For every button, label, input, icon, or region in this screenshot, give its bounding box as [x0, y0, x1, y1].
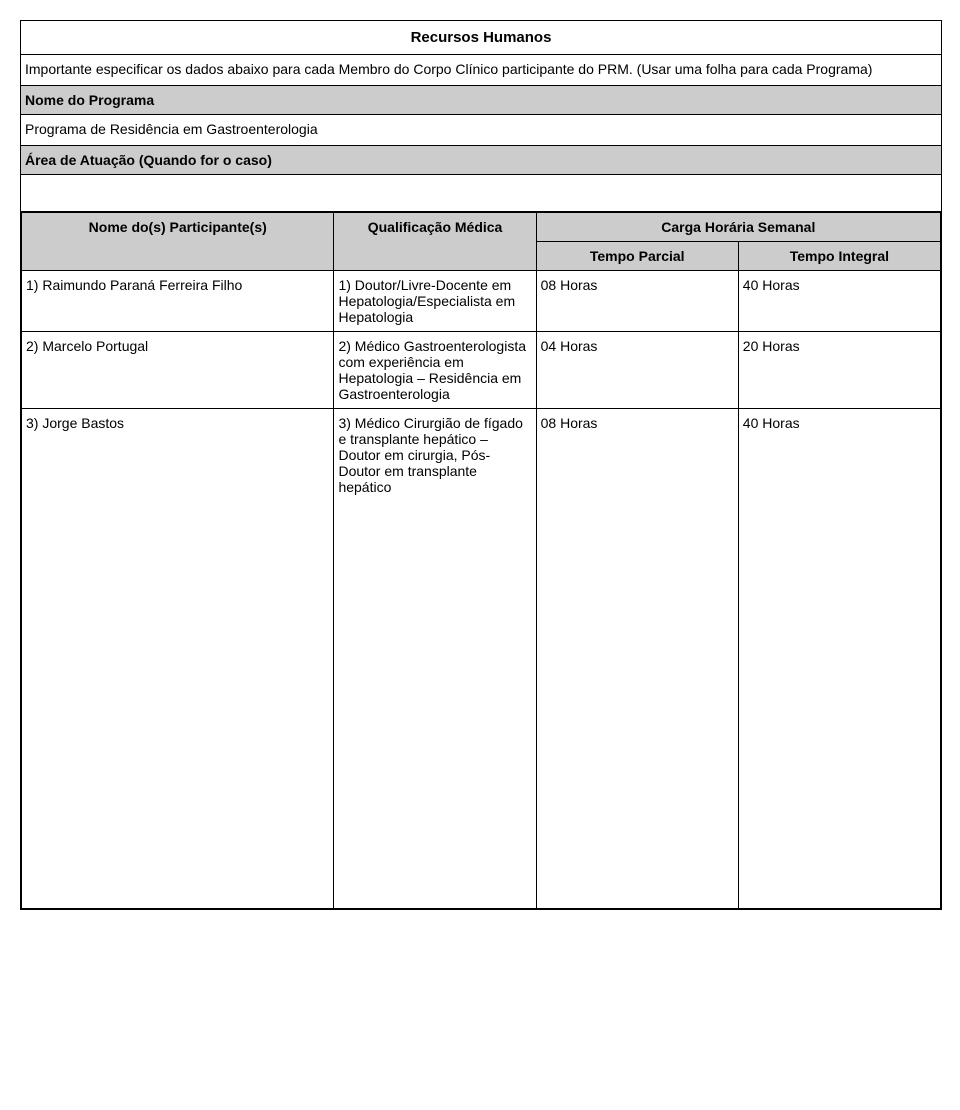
cell-nome: 3) Jorge Bastos: [22, 409, 334, 909]
page-title: Recursos Humanos: [21, 21, 941, 55]
th-qualificacao: Qualificação Médica: [334, 213, 536, 271]
cell-parcial: 04 Horas: [536, 332, 738, 409]
document-container: Recursos Humanos Importante especificar …: [20, 20, 942, 910]
cell-qual: 2) Médico Gastroenterologista com experi…: [334, 332, 536, 409]
cell-parcial: 08 Horas: [536, 271, 738, 332]
table-row: 1) Raimundo Paraná Ferreira Filho 1) Dou…: [22, 271, 941, 332]
cell-qual: 3) Médico Cirurgião de fígado e transpla…: [334, 409, 536, 909]
participants-table: Nome do(s) Participante(s) Qualificação …: [21, 212, 941, 909]
table-row: 2) Marcelo Portugal 2) Médico Gastroente…: [22, 332, 941, 409]
th-parcial: Tempo Parcial: [536, 242, 738, 271]
intro-text: Importante especificar os dados abaixo p…: [21, 55, 941, 86]
cell-integral: 40 Horas: [738, 271, 940, 332]
cell-nome: 2) Marcelo Portugal: [22, 332, 334, 409]
section-nome-programa-value: Programa de Residência em Gastroenterolo…: [21, 115, 941, 146]
section-area-value: [21, 175, 941, 212]
section-nome-programa-label: Nome do Programa: [21, 86, 941, 115]
cell-nome: 1) Raimundo Paraná Ferreira Filho: [22, 271, 334, 332]
cell-integral: 40 Horas: [738, 409, 940, 909]
th-participante: Nome do(s) Participante(s): [22, 213, 334, 271]
cell-parcial: 08 Horas: [536, 409, 738, 909]
th-carga: Carga Horária Semanal: [536, 213, 940, 242]
section-area-label: Área de Atuação (Quando for o caso): [21, 146, 941, 175]
th-integral: Tempo Integral: [738, 242, 940, 271]
cell-integral: 20 Horas: [738, 332, 940, 409]
table-row: 3) Jorge Bastos 3) Médico Cirurgião de f…: [22, 409, 941, 909]
cell-qual: 1) Doutor/Livre-Docente em Hepatologia/E…: [334, 271, 536, 332]
